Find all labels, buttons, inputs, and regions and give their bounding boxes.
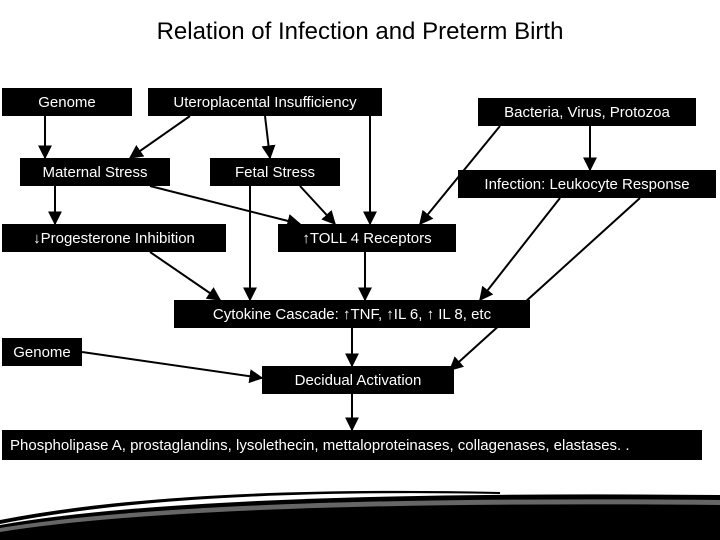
node-utero: Uteroplacental Insufficiency <box>148 88 382 116</box>
node-genome2: Genome <box>2 338 82 366</box>
node-infection: Infection: Leukocyte Response <box>458 170 716 198</box>
edge-utero-fetal <box>265 116 270 158</box>
edge-fetal-toll <box>300 186 335 224</box>
footer-swoosh <box>0 480 720 540</box>
edge-genome2-decidual <box>82 352 262 378</box>
node-bacteria: Bacteria, Virus, Protozoa <box>478 98 696 126</box>
node-phospho: Phospholipase A, prostaglandins, lysolet… <box>2 430 702 460</box>
diagram-title: Relation of Infection and Preterm Birth <box>0 18 720 46</box>
edge-prog-cytokine <box>150 252 220 300</box>
edge-infection-decidual <box>450 198 640 370</box>
node-prog: ↓Progesterone Inhibition <box>2 224 226 252</box>
node-genome1: Genome <box>2 88 132 116</box>
node-toll: ↑TOLL 4 Receptors <box>278 224 456 252</box>
node-cytokine: Cytokine Cascade: ↑TNF, ↑IL 6, ↑ IL 8, e… <box>174 300 530 328</box>
edge-maternal-toll <box>150 186 300 224</box>
node-maternal: Maternal Stress <box>20 158 170 186</box>
edge-infection-cytokine <box>480 198 560 300</box>
edge-utero-maternal <box>130 116 190 158</box>
node-decidual: Decidual Activation <box>262 366 454 394</box>
node-fetal: Fetal Stress <box>210 158 340 186</box>
